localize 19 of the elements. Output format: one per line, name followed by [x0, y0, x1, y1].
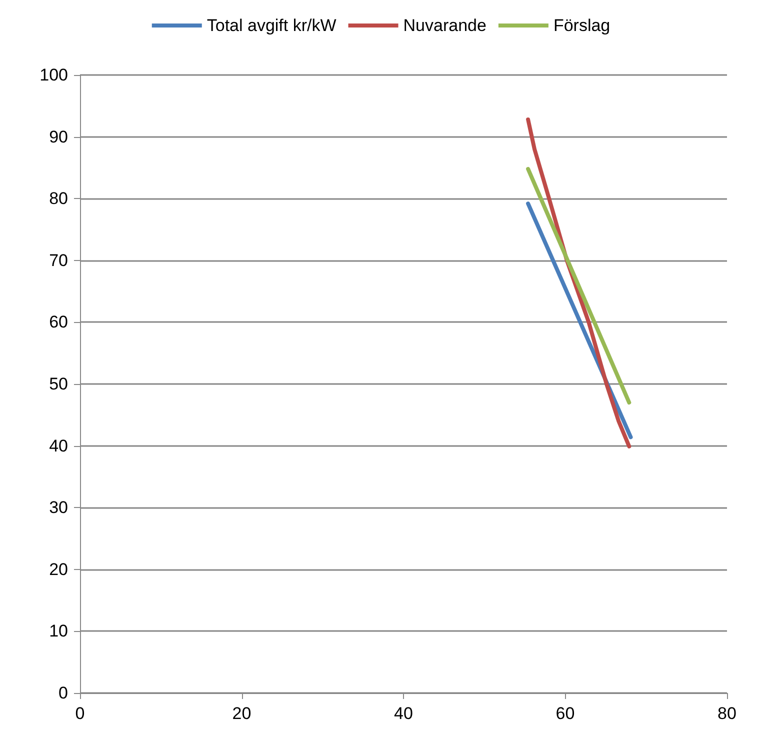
- y-tick-label: 70: [49, 250, 68, 270]
- legend-label: Förslag: [553, 16, 610, 35]
- y-tick-label: 10: [49, 622, 68, 641]
- legend-label: Nuvarande: [403, 16, 486, 35]
- y-tick-label: 30: [49, 498, 68, 518]
- y-tick-label: 40: [49, 436, 68, 456]
- x-tick-label: 60: [556, 704, 575, 723]
- y-tick-label: 90: [49, 127, 68, 146]
- y-tick-label: 0: [58, 684, 68, 702]
- y-tick-label: 60: [49, 312, 68, 332]
- x-tick-label: 20: [232, 704, 252, 723]
- y-tick-label: 80: [49, 189, 68, 208]
- y-tick-label: 50: [49, 374, 68, 394]
- x-tick-label: 80: [718, 704, 736, 723]
- y-tick-label: 20: [49, 560, 68, 579]
- legend-label: Total avgift kr/kW: [206, 16, 336, 35]
- x-tick-label: 40: [394, 704, 413, 723]
- x-tick-label: 0: [75, 704, 85, 723]
- y-tick-label: 100: [40, 66, 68, 84]
